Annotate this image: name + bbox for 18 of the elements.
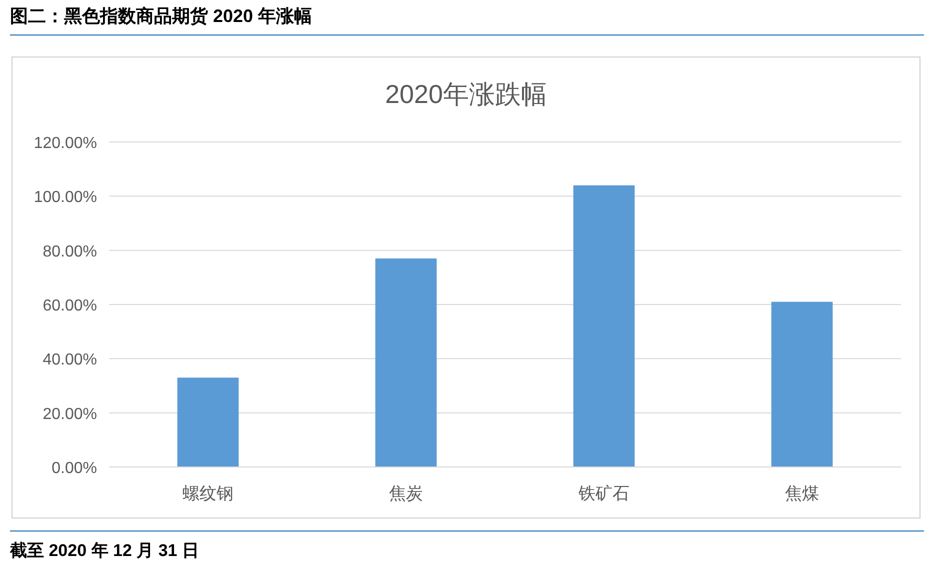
x-tick-label: 铁矿石 [578,484,630,503]
y-tick-label: 60.00% [42,298,97,314]
bar [177,378,239,467]
y-tick-label: 40.00% [42,352,97,369]
text: 截至 2020 年 12 月 31 日 [9,541,199,560]
x-tick-label: 焦煤 [785,484,819,503]
chart-subtitle: 2020年涨跌幅 [385,79,547,109]
chart-title: 图二：黑色指数商品期货 2020 年涨幅 [10,6,312,26]
x-tick-label: 焦炭 [389,484,423,503]
y-tick-label: 120.00% [34,135,97,152]
bar [375,258,437,467]
bar [573,185,635,467]
y-tick-label: 100.00% [34,189,97,206]
y-tick-label: 20.00% [42,406,97,423]
x-tick-label: 螺纹钢 [182,484,234,503]
bar [771,302,833,467]
y-tick-label: 80.00% [42,243,97,260]
y-tick-label: 0.00% [52,460,97,477]
